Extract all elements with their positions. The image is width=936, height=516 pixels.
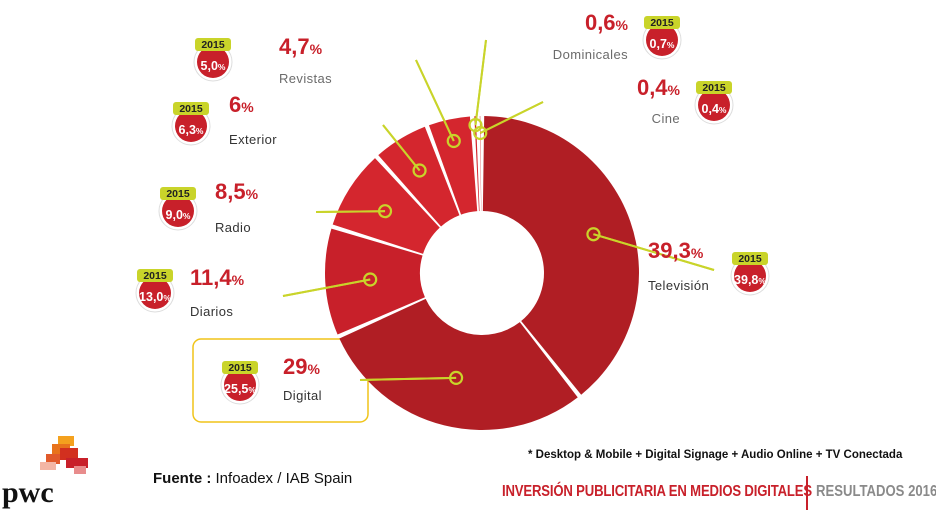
leader-segment-cine [479,101,544,134]
badge-year-radio: 2015 [166,188,190,200]
dot-radio [377,204,393,219]
badge-diarios [139,277,171,309]
badge-value-diarios: 13,0% [139,290,171,304]
badge-value-dominicales: 0,7% [650,37,675,51]
badge-tab-cine [696,81,732,94]
source-value: Infoadex / IAB Spain [215,470,353,487]
report-title: INVERSIÓN PUBLICITARIA EN MEDIOS DIGITAL… [502,483,812,500]
pwc-logo: pwc [2,436,88,509]
label-dominicales: Dominicales [553,47,628,62]
badge-tab-diarios [137,269,173,282]
badge-year-dominicales: 2015 [650,17,674,29]
dot-revistas [446,133,461,149]
badge-revistas [197,46,229,78]
badge-dominicales [646,24,678,56]
leader-segment-television [593,233,715,271]
dot-exterior [412,163,427,178]
leader-segment-exterior [382,124,421,172]
badge-value-television: 39,8% [734,273,766,287]
badge-tab-revistas [195,38,231,51]
badge-digital [224,369,256,401]
title-separator [806,476,808,510]
badge-value-exterior: 6,3% [179,123,204,137]
badge-radio [162,195,194,227]
badge-year-exterior: 2015 [179,103,203,115]
badge-year-revistas: 2015 [201,39,225,51]
label-radio: Radio [215,220,251,235]
badge-tab-digital [222,361,258,374]
label-diarios: Diarios [190,304,233,319]
value-dominicales: 0,6% [585,10,629,35]
label-television: Televisión [648,278,709,293]
label-revistas: Revistas [279,71,332,86]
leader-segment-digital [359,376,457,381]
leader-segment-revistas [415,59,455,142]
dot-digital [449,370,464,385]
slice-dominicales [474,116,480,212]
badge-year-cine: 2015 [702,82,726,94]
pwc-logo-text: pwc [2,476,54,509]
badge-year-digital: 2015 [228,362,252,374]
label-exterior: Exterior [229,132,277,147]
badge-tab-dominicales [644,16,680,29]
badge-tab-television [732,252,768,265]
badge-year-diarios: 2015 [143,270,167,282]
badge-value-digital: 25,5% [224,382,256,396]
value-exterior: 6% [229,92,254,117]
value-diarios: 11,4% [190,265,245,290]
slice-revistas [428,116,478,215]
dot-cine [473,125,488,141]
label-cine: Cine [652,111,680,126]
digital-highlight-box [192,338,369,423]
badge-tab-radio [160,187,196,200]
badge-television [734,260,766,292]
badge-value-cine: 0,4% [702,102,727,116]
leader-segment-radio [315,210,386,213]
footnote: * Desktop & Mobile + Digital Signage + A… [528,449,903,461]
value-television: 39,3% [648,238,704,263]
value-radio: 8,5% [215,179,259,204]
dot-television [586,227,601,242]
badge-value-radio: 9,0% [166,208,191,222]
source-label: Fuente : [153,470,212,487]
leader-segment-diarios [282,278,371,297]
badge-year-television: 2015 [738,253,762,265]
source-line: Fuente : Infoadex / IAB Spain [153,470,352,487]
dot-diarios [363,272,378,287]
value-digital: 29% [283,354,320,379]
leader-segment-dominicales [474,39,487,126]
badge-exterior [175,110,207,142]
value-cine: 0,4% [637,75,681,100]
badge-cine [698,89,730,121]
label-digital: Digital [283,388,322,403]
slice-digital [339,298,578,430]
slice-television [482,116,640,395]
badge-value-revistas: 5,0% [201,59,226,73]
report-subtitle: RESULTADOS 2016 [816,483,936,500]
badge-tab-exterior [173,102,209,115]
value-revistas: 4,7% [279,34,323,59]
